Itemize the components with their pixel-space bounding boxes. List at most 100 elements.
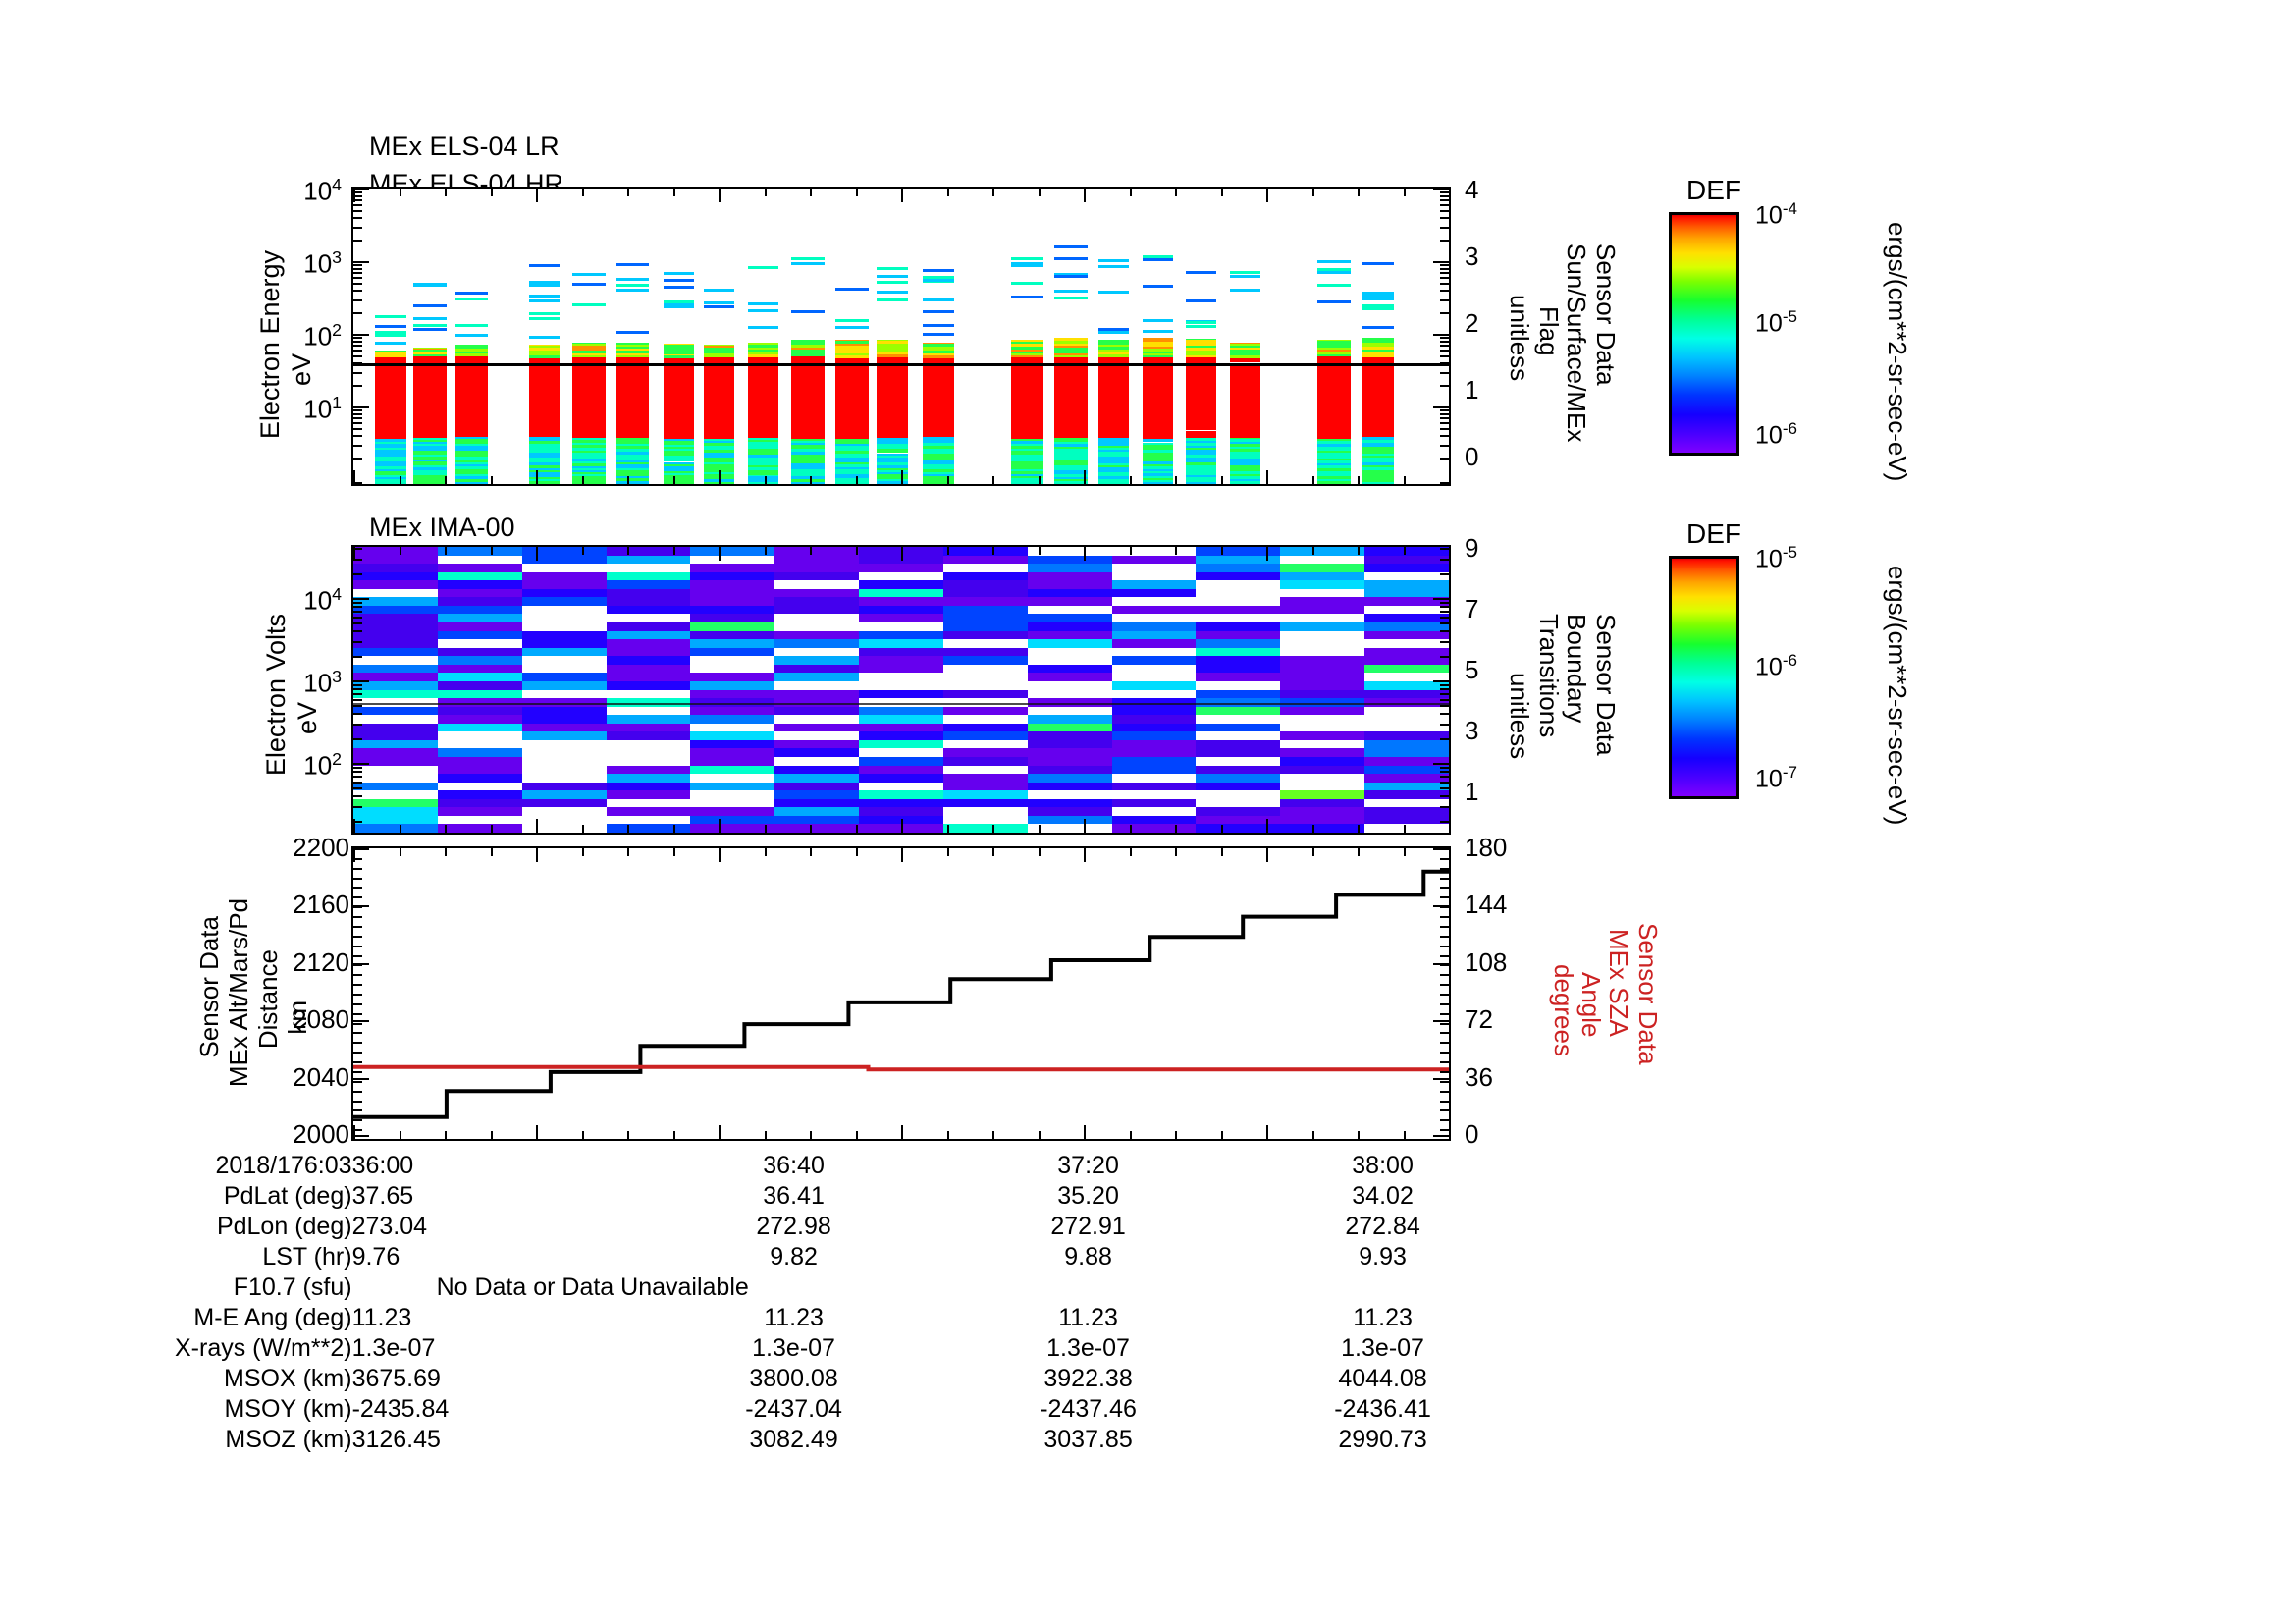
spectrogram-cell: [413, 402, 447, 405]
panel2-ylabel-right-line4: unitless: [1505, 673, 1534, 760]
spectrogram-streak: [1142, 330, 1173, 334]
spectrogram-cell: [923, 367, 954, 370]
spectrogram-cell: [1229, 387, 1261, 390]
spectrogram-streak: [375, 333, 406, 337]
spectrogram-cell: [572, 447, 606, 451]
spectrogram-cell: [1186, 472, 1217, 475]
axis-tick-minor: [672, 476, 675, 484]
spectrogram-cell: [572, 471, 606, 474]
ima-spectrogram-cell: [1364, 622, 1449, 632]
panel2-ylabel-right-line3: Transitions: [1534, 614, 1564, 738]
ima-spectrogram-cell: [1196, 824, 1281, 833]
spectrogram-cell: [704, 415, 735, 419]
spectrogram-cell: [1097, 372, 1130, 376]
spectrogram-cell: [1317, 420, 1351, 424]
spectrogram-cell: [1186, 462, 1217, 465]
spectrogram-cell-low: [748, 485, 778, 486]
spectrogram-cell: [791, 442, 825, 445]
spectrogram-cell: [704, 443, 735, 446]
spectrogram-cell: [1361, 392, 1395, 395]
spectrogram-cell: [1142, 379, 1173, 383]
spectrogram-cell: [704, 357, 735, 360]
ima-spectrogram-cell: [1111, 731, 1198, 741]
spectrogram-cell: [704, 426, 735, 430]
info-row-value: 11.23: [351, 1304, 412, 1331]
spectrogram-cell: [1010, 401, 1044, 403]
axis-tick-minor: [353, 848, 355, 856]
panel1-ylabel-left-line2: eV: [287, 353, 316, 387]
info-row-value: 11.23: [1353, 1304, 1413, 1331]
spectrogram-cell: [1317, 440, 1351, 444]
ima-spectrogram-cell: [1111, 555, 1198, 565]
panel2-ytick-right-3: 3: [1465, 716, 1479, 745]
spectrogram-cell: [923, 427, 954, 430]
spectrogram-cell: [747, 397, 778, 400]
panel1-spectrogram[interactable]: [351, 187, 1451, 486]
spectrogram-cell: [1097, 369, 1130, 373]
spectrogram-cell: [1142, 361, 1173, 364]
panel2-spectrogram[interactable]: [351, 545, 1451, 835]
spectrogram-streak: [791, 262, 825, 266]
info-row-value: -2437.04: [745, 1395, 842, 1423]
spectrogram-cell: [454, 381, 489, 385]
spectrogram-cell: [835, 439, 869, 443]
spectrogram-cell: [663, 384, 695, 387]
info-row-value: 11.23: [1058, 1304, 1118, 1331]
ima-spectrogram-cell: [1364, 555, 1449, 565]
ima-spectrogram-cell: [1280, 647, 1365, 657]
axis-tick-minor: [672, 848, 675, 856]
axis-tick-minor: [946, 1131, 949, 1139]
axis-tick-minor: [353, 337, 362, 340]
axis-tick-minor: [353, 601, 362, 604]
axis-tick-minor: [353, 311, 362, 314]
ima-spectrogram-cell: [353, 639, 439, 649]
spectrogram-cell: [704, 350, 735, 352]
spectrogram-cell: [528, 418, 560, 421]
ima-spectrogram-cell: [1196, 680, 1281, 691]
axis-tick-minor: [353, 417, 362, 420]
ima-spectrogram-cell: [942, 723, 1029, 732]
ima-spectrogram-cell: [606, 798, 691, 808]
axis-tick-minor: [353, 820, 362, 823]
spectrogram-cell: [1010, 353, 1044, 356]
spectrogram-cell: [791, 361, 825, 365]
info-row-value: 9.82: [770, 1243, 818, 1271]
spectrogram-cell: [663, 415, 695, 418]
spectrogram-cell: [747, 412, 778, 415]
spectrogram-cell: [528, 460, 560, 462]
spectrogram-cell: [835, 357, 869, 360]
spectrogram-cell: [835, 386, 869, 389]
info-table-row: X-rays (W/m**2) 1.3e-07 1.3e-07 1.3e-07 1.3e…: [175, 1333, 1530, 1364]
spectrogram-cell: [1361, 477, 1395, 480]
axis-tick-minor: [1440, 191, 1449, 194]
spectrogram-cell: [1097, 403, 1130, 406]
ima-spectrogram-cell: [1111, 706, 1198, 716]
spectrogram-cell: [375, 403, 406, 406]
panel1-ylabel-right-line1: Sensor Data: [1591, 243, 1621, 386]
spectrogram-cell: [1317, 455, 1351, 459]
panel3-altitude-sza[interactable]: [351, 846, 1451, 1141]
spectrogram-streak: [835, 319, 869, 323]
spectrogram-cell: [528, 430, 560, 434]
axis-tick: [1433, 1135, 1449, 1137]
spectrogram-cell: [1010, 466, 1044, 469]
ima-spectrogram-cell: [1364, 588, 1449, 598]
spectrogram-cell: [1229, 406, 1261, 409]
spectrogram-streak: [1229, 271, 1261, 275]
axis-tick-minor: [1440, 925, 1449, 928]
spectrogram-cell: [375, 379, 406, 383]
spectrogram-cell: [1097, 465, 1130, 468]
spectrogram-cell: [1317, 438, 1351, 441]
spectrogram-cell: [1097, 443, 1130, 446]
spectrogram-cell: [704, 372, 735, 376]
spectrogram-cell: [1317, 341, 1351, 344]
axis-tick-minor: [445, 476, 447, 484]
panel2-ylabel-left-line1: Electron Volts: [261, 614, 291, 777]
spectrogram-cell: [1142, 468, 1173, 471]
spectrogram-cell: [747, 423, 778, 426]
spectrogram-cell: [528, 425, 560, 428]
spectrogram-cell: [835, 345, 869, 349]
ima-spectrogram-cell: [437, 731, 523, 741]
spectrogram-cell: [572, 460, 606, 464]
spectrogram-cell: [1229, 431, 1261, 434]
